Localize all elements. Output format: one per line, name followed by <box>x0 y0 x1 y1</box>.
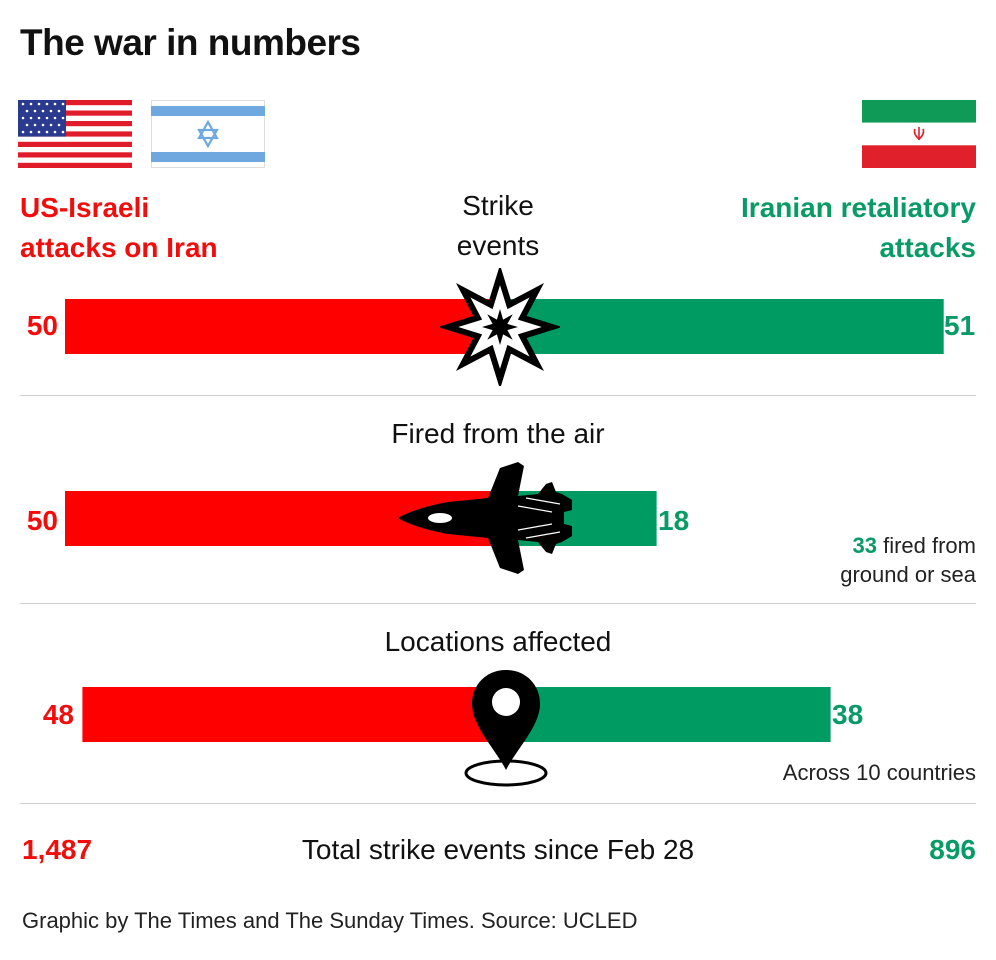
section-divider <box>20 603 976 604</box>
fired-from-air-right-value: 18 <box>658 505 690 536</box>
location-pin-icon <box>464 670 548 787</box>
iran-flag-icon <box>862 100 976 168</box>
locations-affected-label: Locations affected <box>384 626 612 657</box>
total-right-value: 896 <box>929 834 976 865</box>
strike-events-left-bar <box>65 299 500 354</box>
israel-flag-icon <box>151 100 265 168</box>
explosion-icon <box>440 268 560 386</box>
strike-events-right-value: 51 <box>944 310 976 341</box>
fired-from-air-note-line1: 33 fired from <box>840 531 976 560</box>
left-side-label-line2: attacks on Iran <box>20 232 218 263</box>
left-side-label: US-Israeli attacks on Iran <box>20 188 218 268</box>
page-title: The war in numbers <box>20 22 361 63</box>
locations-affected-left-bar <box>82 687 501 742</box>
strike-events-right-bar <box>500 299 944 354</box>
ground-or-sea-count: 33 <box>852 533 877 558</box>
strike-events-left-value: 50 <box>26 310 58 341</box>
locations-affected-note: Across 10 countries <box>782 760 976 785</box>
locations-affected-left-value: 48 <box>42 699 74 730</box>
right-side-label-line2: attacks <box>879 232 976 263</box>
strike-events-bars <box>65 299 944 354</box>
locations-affected-right-value: 38 <box>832 699 864 730</box>
section-divider <box>20 803 976 804</box>
fighter-jet-icon <box>398 462 572 574</box>
locations-affected-bars <box>82 687 831 742</box>
fired-from-air-note-text2: ground or sea <box>840 562 976 587</box>
strike-events-label-line2: events <box>456 230 540 261</box>
source-credit: Graphic by The Times and The Sunday Time… <box>22 908 638 933</box>
fired-from-air-label: Fired from the air <box>391 418 605 449</box>
strike-events-label-line1: Strike <box>462 190 534 221</box>
right-side-label-line1: Iranian retaliatory <box>741 192 976 223</box>
fired-from-air-note-text1: fired from <box>876 533 976 558</box>
fired-from-air-left-value: 50 <box>26 505 58 536</box>
us-flag-icon <box>18 100 132 168</box>
total-label: Total strike events since Feb 28 <box>301 834 695 865</box>
right-side-label: Iranian retaliatory attacks <box>741 188 976 268</box>
total-left-value: 1,487 <box>22 834 93 865</box>
strike-events-label: Strike events <box>398 186 598 266</box>
fired-from-air-note: 33 fired from ground or sea <box>840 531 976 589</box>
locations-affected-right-bar <box>500 687 831 742</box>
left-side-label-line1: US-Israeli <box>20 192 150 223</box>
section-divider <box>20 395 976 396</box>
